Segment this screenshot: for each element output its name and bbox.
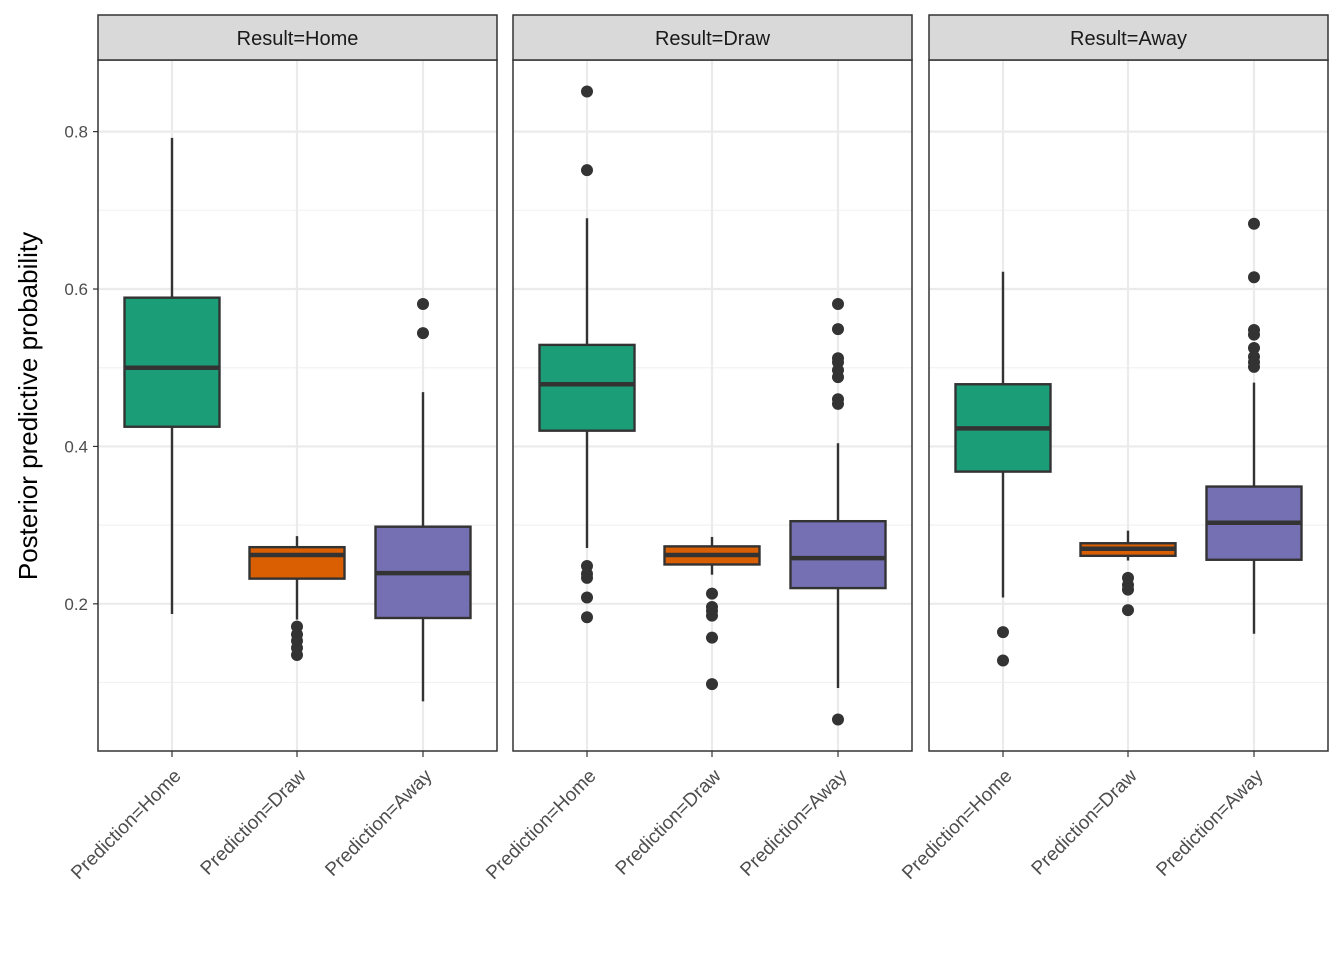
outlier-point <box>832 371 844 384</box>
outlier-point <box>581 611 593 624</box>
outlier-point <box>1248 271 1260 284</box>
outlier-point <box>706 631 718 644</box>
outlier-point <box>1248 217 1260 230</box>
outlier-point <box>997 626 1009 639</box>
x-tick-label: Prediction=Home <box>482 766 600 884</box>
y-axis-label: Posterior predictive probability <box>13 232 43 580</box>
facet-strip <box>928 14 1329 61</box>
box <box>538 343 636 432</box>
outlier-point <box>1248 360 1260 373</box>
outlier-point <box>417 327 429 340</box>
outlier-point <box>832 397 844 410</box>
outlier-point <box>1248 328 1260 341</box>
facet-strip <box>97 14 498 61</box>
outlier-point <box>706 587 718 600</box>
x-tick-label: Prediction=Draw <box>1028 765 1142 879</box>
outlier-point <box>706 678 718 691</box>
outlier-point <box>581 571 593 584</box>
facet-strip-label: Result=Draw <box>655 28 771 50</box>
x-tick-label: Prediction=Away <box>736 765 851 880</box>
outlier-point <box>291 648 303 661</box>
x-tick-label: Prediction=Away <box>321 765 436 880</box>
x-tick-label: Prediction=Away <box>1152 765 1267 880</box>
outlier-point <box>1122 583 1134 596</box>
y-tick-label: 0.6 <box>64 280 88 299</box>
outlier-point <box>706 609 718 622</box>
y-tick-label: 0.4 <box>64 437 88 456</box>
outlier-point <box>832 713 844 726</box>
outlier-point <box>581 164 593 177</box>
facet-strip-label: Result=Home <box>237 28 359 50</box>
outlier-point <box>417 297 429 310</box>
outlier-point <box>832 323 844 336</box>
outlier-point <box>581 591 593 604</box>
y-tick-label: 0.8 <box>64 123 88 142</box>
facet-strip-label: Result=Away <box>1070 28 1187 50</box>
outlier-point <box>581 85 593 98</box>
box <box>789 519 887 590</box>
box <box>248 545 346 580</box>
box <box>123 296 221 428</box>
facet-strip <box>512 14 913 61</box>
outlier-point <box>832 297 844 310</box>
outlier-point <box>997 654 1009 667</box>
x-tick-label: Prediction=Draw <box>197 765 311 879</box>
outlier-point <box>1248 342 1260 355</box>
y-tick-label: 0.2 <box>64 595 88 614</box>
x-tick-label: Prediction=Home <box>67 766 185 884</box>
x-tick-label: Prediction=Home <box>898 766 1016 884</box>
x-tick-label: Prediction=Draw <box>612 765 726 879</box>
outlier-point <box>1122 604 1134 617</box>
